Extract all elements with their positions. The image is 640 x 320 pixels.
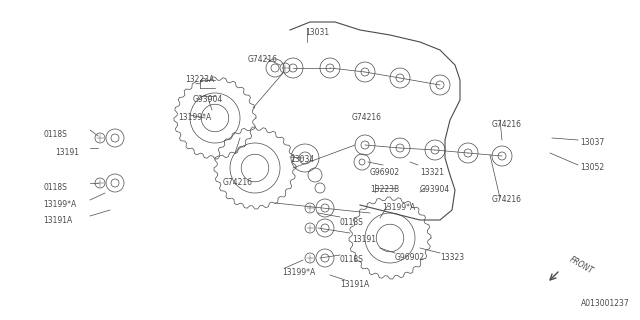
Text: 13223A: 13223A — [185, 75, 214, 84]
Text: 0118S: 0118S — [43, 183, 67, 192]
Text: G74216: G74216 — [492, 120, 522, 129]
Text: FRONT: FRONT — [568, 255, 595, 276]
Text: 13199*A: 13199*A — [282, 268, 316, 277]
Text: 13191: 13191 — [352, 235, 376, 244]
Text: 13191A: 13191A — [43, 216, 72, 225]
Text: 13323: 13323 — [440, 253, 464, 262]
Text: G96902: G96902 — [370, 168, 400, 177]
Text: A013001237: A013001237 — [581, 299, 630, 308]
Text: 13199*A: 13199*A — [382, 203, 415, 212]
Text: 13199*A: 13199*A — [43, 200, 76, 209]
Text: 13034: 13034 — [290, 155, 314, 164]
Text: 0118S: 0118S — [43, 130, 67, 139]
Text: G74216: G74216 — [223, 178, 253, 187]
Text: 13191A: 13191A — [340, 280, 369, 289]
Text: 13031: 13031 — [305, 28, 329, 37]
Text: 13191: 13191 — [55, 148, 79, 157]
Text: 13037: 13037 — [580, 138, 604, 147]
Text: G93904: G93904 — [420, 185, 451, 194]
Text: 0118S: 0118S — [340, 255, 364, 264]
Text: 13052: 13052 — [580, 163, 604, 172]
Text: 13223B: 13223B — [370, 185, 399, 194]
Text: G96902: G96902 — [395, 253, 425, 262]
Text: 13199*A: 13199*A — [178, 113, 211, 122]
Text: G74216: G74216 — [492, 195, 522, 204]
Text: G74216: G74216 — [352, 113, 382, 122]
Text: 0118S: 0118S — [340, 218, 364, 227]
Text: 13321: 13321 — [420, 168, 444, 177]
Text: G74216: G74216 — [248, 55, 278, 64]
Text: G93904: G93904 — [193, 95, 223, 104]
